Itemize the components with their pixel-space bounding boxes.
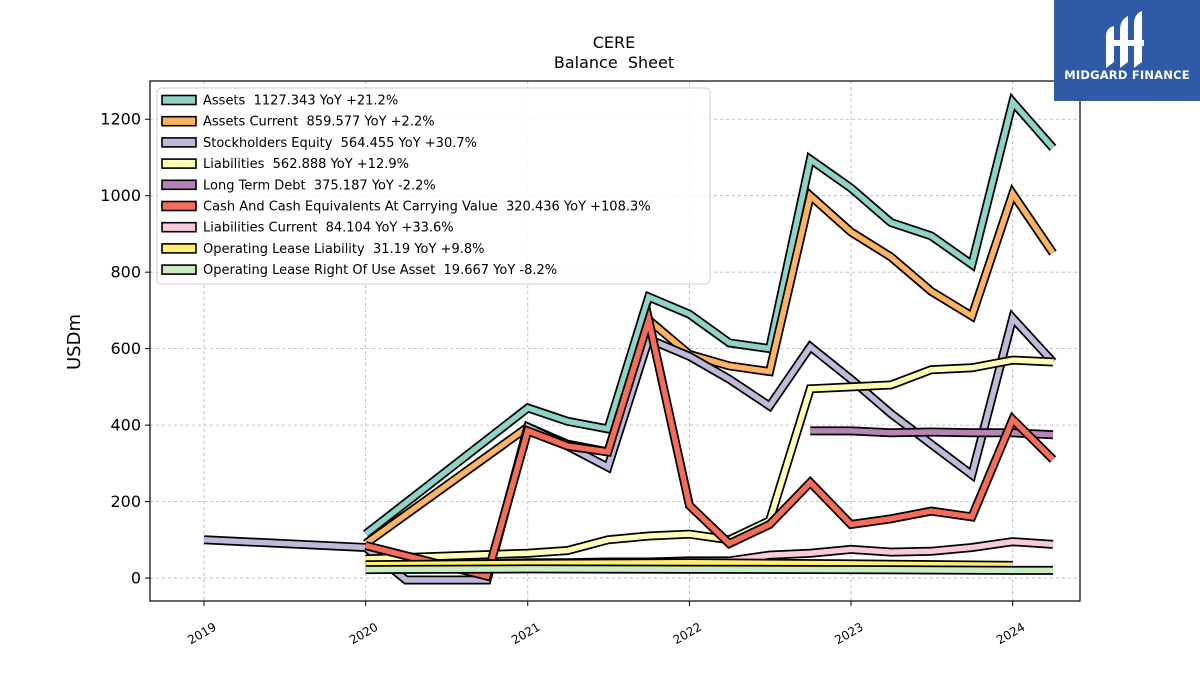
legend-label: Assets 1127.343 YoY +21.2% (203, 94, 398, 109)
series-line-stroke (203, 312, 1056, 583)
x-tick-label: 2020 (347, 620, 380, 647)
x-ticks: 2019 2020 2021 2022 2023 2024 (185, 601, 1027, 647)
legend-label: Assets Current 859.577 YoY +2.2% (203, 115, 435, 130)
y-tick-label: 1000 (100, 186, 141, 205)
series-line (810, 426, 1054, 440)
y-tick-label: 200 (110, 492, 141, 511)
legend-label: Cash And Cash Equivalents At Carrying Va… (203, 200, 651, 215)
x-tick-label: 2023 (832, 620, 865, 647)
series-lines (203, 92, 1057, 585)
legend-swatch (161, 179, 197, 191)
legend-label: Stockholders Equity 564.455 YoY +30.7% (203, 136, 477, 151)
legend-swatch (161, 158, 197, 169)
brand-name: MIDGARD FINANCE (1064, 68, 1190, 82)
x-tick-label: 2022 (671, 620, 704, 647)
y-tick-label: 400 (110, 416, 141, 435)
legend-label: Liabilities Current 84.104 YoY +33.6% (203, 221, 454, 236)
legend-label: Liabilities 562.888 YoY +12.9% (203, 157, 409, 172)
legend: Assets 1127.343 YoY +21.2% Assets Current… (156, 87, 711, 285)
series-line (362, 92, 1057, 538)
x-tick-label: 2024 (994, 620, 1027, 647)
series-line-stroke (810, 428, 1054, 438)
legend-box (156, 87, 711, 285)
y-tick-label: 1200 (100, 110, 141, 129)
legend-swatch (161, 264, 197, 275)
series-line (203, 308, 1057, 585)
plot-frame (149, 80, 1081, 602)
legend-swatch (161, 94, 197, 106)
series-line (365, 564, 1053, 575)
logo-mark-icon (1106, 11, 1144, 68)
x-tick-label: 2019 (185, 620, 218, 647)
y-tick-label: 800 (110, 263, 141, 282)
series-line-stroke (364, 96, 1056, 537)
legend-label: Operating Lease Right Of Use Asset 19.66… (203, 263, 557, 278)
series-line (365, 558, 1013, 570)
y-tick-label: 600 (110, 339, 141, 358)
chart-subtitle: Balance Sheet (554, 53, 674, 72)
series-line (364, 302, 1057, 582)
legend-swatch (161, 221, 197, 233)
legend-label: Operating Lease Liability 31.19 YoY +9.8… (203, 242, 484, 257)
y-axis-label: USDm (64, 314, 85, 370)
midgard-finance-logo: MIDGARD FINANCE (1054, 0, 1200, 101)
series-line-stroke (365, 309, 1055, 580)
series-line-stroke (365, 566, 1053, 574)
chart-title: CERE (593, 33, 636, 52)
legend-swatch (161, 115, 197, 127)
x-tick-label: 2021 (509, 620, 542, 647)
series-line-stroke (365, 560, 1013, 569)
legend-label: Long Term Debt 375.187 YoY -2.2% (203, 178, 436, 193)
legend-swatch (161, 200, 197, 212)
y-ticks: 0 200 400 600 800 1000 1200 (100, 110, 150, 588)
legend-swatch (161, 243, 197, 254)
legend-swatch (161, 137, 197, 148)
y-tick-label: 0 (131, 569, 141, 588)
